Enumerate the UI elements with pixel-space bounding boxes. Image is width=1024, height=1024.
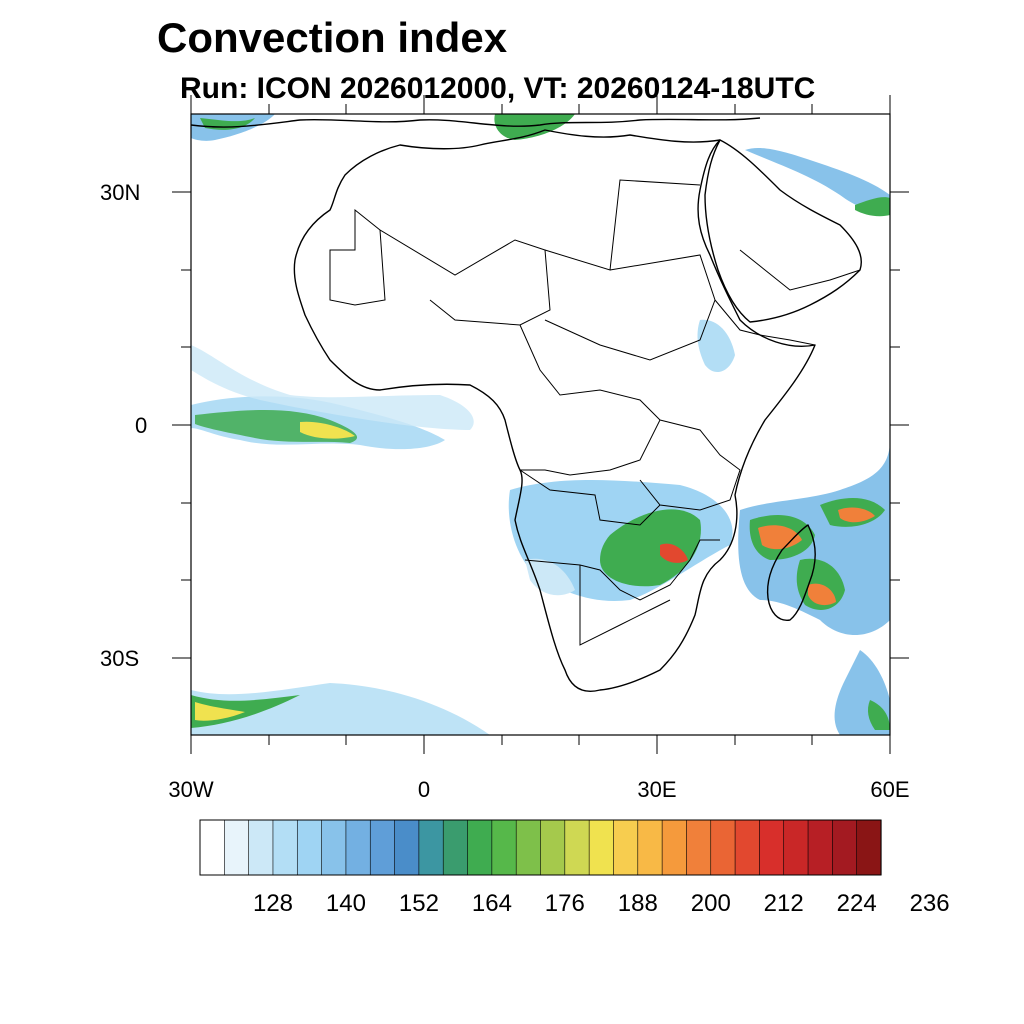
coastlines: [191, 117, 862, 692]
colorbar-frame: [199, 819, 882, 876]
colorbar-tick-label: 164: [471, 890, 512, 917]
colorbar-box: [637, 819, 663, 876]
map-title: Convection index: [157, 14, 508, 61]
europe-coastline: [191, 117, 761, 128]
convection-peak-south-atlantic: [195, 702, 245, 721]
colorbar-box: [296, 819, 323, 876]
colorbar-box: [442, 819, 469, 876]
colorbar-tick-label: 152: [398, 890, 439, 917]
lon-label-0: 0: [417, 777, 431, 802]
border-sahara-1: [379, 229, 551, 326]
border-libya-egypt: [544, 179, 701, 271]
colorbar-box: [661, 819, 688, 876]
colorbar-tick-label: 176: [544, 890, 585, 917]
convection-namibia: [525, 558, 575, 596]
border-sudan: [544, 254, 716, 361]
lat-label-equator: 0: [135, 413, 148, 438]
colorbar-box: [759, 819, 785, 876]
lat-label-30s: 30S: [100, 646, 140, 671]
colorbar-tick-label: 212: [763, 890, 804, 917]
colorbar-box: [807, 819, 833, 876]
colorbar-box: [856, 819, 882, 876]
lon-label-30e: 30E: [637, 777, 677, 802]
colorbar-box: [686, 819, 712, 876]
arabian-peninsula-coastline: [704, 139, 862, 323]
colorbar-tick-label: 188: [617, 890, 658, 917]
run-valid-time-subtitle: Run: ICON 2026012000, VT: 20260124-18UTC: [180, 72, 816, 105]
convection-madagascar-east-peak: [808, 583, 836, 606]
border-southern-africa-1: [519, 469, 661, 526]
border-west-africa-1: [329, 208, 386, 306]
convection-core-south-atlantic: [191, 695, 300, 728]
colorbar-box: [783, 819, 809, 876]
colorbar-tick-label: 224: [836, 890, 877, 917]
convection-peak-atlantic-equator: [300, 421, 355, 439]
convection-field: [191, 114, 890, 735]
convection-indian-ocean-ne-peak: [838, 507, 875, 523]
border-east-africa: [639, 419, 741, 511]
africa-coastline: [293, 129, 816, 692]
colorbar-box: [394, 819, 420, 876]
colorbar-tick-label: 128: [252, 890, 294, 917]
colorbar-box: [369, 819, 396, 876]
colorbar-box: [224, 819, 250, 876]
colorbar-box: [345, 819, 371, 876]
convection-zambia-core: [600, 509, 701, 587]
convection-gulf-core: [855, 197, 890, 217]
convection-middle-east: [745, 148, 890, 212]
convection-indian-ocean-se-core: [867, 700, 890, 730]
convection-light-west-africa: [191, 345, 474, 430]
colorbar-box: [321, 819, 347, 876]
border-southern-africa-3: [579, 565, 671, 646]
colorbar: [199, 819, 882, 876]
colorbar-box: [710, 819, 736, 876]
border-horn-of-africa: [714, 299, 816, 346]
country-borders: [329, 179, 861, 646]
border-arabia: [739, 249, 861, 291]
colorbar-box: [564, 819, 590, 876]
border-central-africa: [519, 324, 661, 476]
convection-mozambique-channel-peak: [758, 525, 802, 550]
colorbar-box: [248, 819, 274, 876]
lon-label-30w: 30W: [168, 777, 214, 802]
convection-zambia-peak: [660, 543, 688, 563]
colorbar-box: [272, 819, 298, 876]
convection-band-south-atlantic: [191, 683, 490, 735]
madagascar-coastline: [766, 524, 816, 621]
border-southern-africa-2: [524, 539, 720, 601]
colorbar-tick-label: 200: [690, 890, 731, 917]
convection-ethiopia: [697, 319, 735, 373]
lat-label-30n: 30N: [100, 180, 141, 205]
tick-marks: [172, 95, 909, 754]
colorbar-box: [467, 819, 493, 876]
colorbar-box: [418, 819, 444, 876]
colorbar-box: [588, 819, 615, 876]
colorbar-tick-label: 140: [325, 890, 366, 917]
colorbar-tick-label: 236: [909, 890, 950, 917]
colorbar-box: [515, 819, 542, 876]
colorbar-box: [199, 819, 225, 876]
lon-label-60e: 60E: [870, 777, 910, 802]
colorbar-box: [613, 819, 639, 876]
convection-mediterranean-central: [494, 114, 575, 140]
colorbar-box: [491, 819, 517, 876]
colorbar-box: [832, 819, 858, 876]
colorbar-box: [734, 819, 760, 876]
colorbar-box: [540, 819, 566, 876]
